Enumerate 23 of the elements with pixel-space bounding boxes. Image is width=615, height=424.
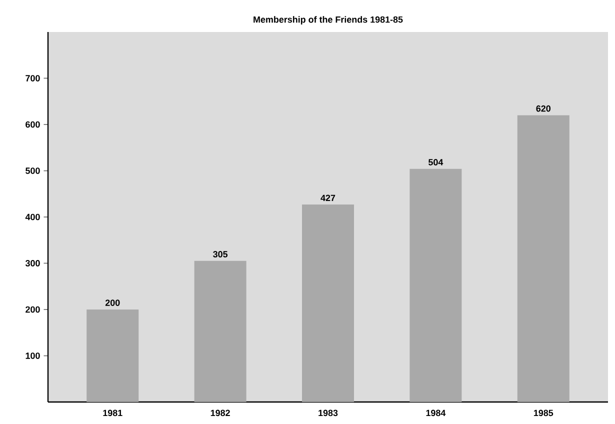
data-label: 305 (213, 251, 228, 258)
data-label: 200 (105, 300, 120, 306)
x-tick-label: 1985 (534, 410, 554, 416)
data-label: 620 (536, 105, 550, 112)
y-tick-label: 400 (25, 214, 40, 220)
y-tick-label: 100 (26, 352, 40, 359)
bar (517, 115, 570, 402)
bar (410, 168, 462, 402)
x-tick-label: 1984 (426, 410, 446, 416)
x-tick-label: 1983 (318, 410, 338, 416)
bar (86, 309, 139, 402)
data-label: 504 (428, 159, 444, 166)
x-tick-label: 1981 (103, 410, 122, 416)
bar (194, 260, 246, 402)
y-tick-label: 500 (26, 168, 40, 174)
x-tick-label: 1982 (210, 410, 230, 416)
data-label: 427 (320, 194, 336, 201)
bar (302, 204, 354, 402)
y-tick-label: 200 (26, 306, 40, 313)
y-tick-label: 600 (26, 121, 40, 128)
chart-title: Membership of the Friends 1981-85 (254, 16, 403, 24)
y-tick-label: 300 (25, 260, 40, 266)
y-tick-label: 700 (26, 75, 40, 82)
